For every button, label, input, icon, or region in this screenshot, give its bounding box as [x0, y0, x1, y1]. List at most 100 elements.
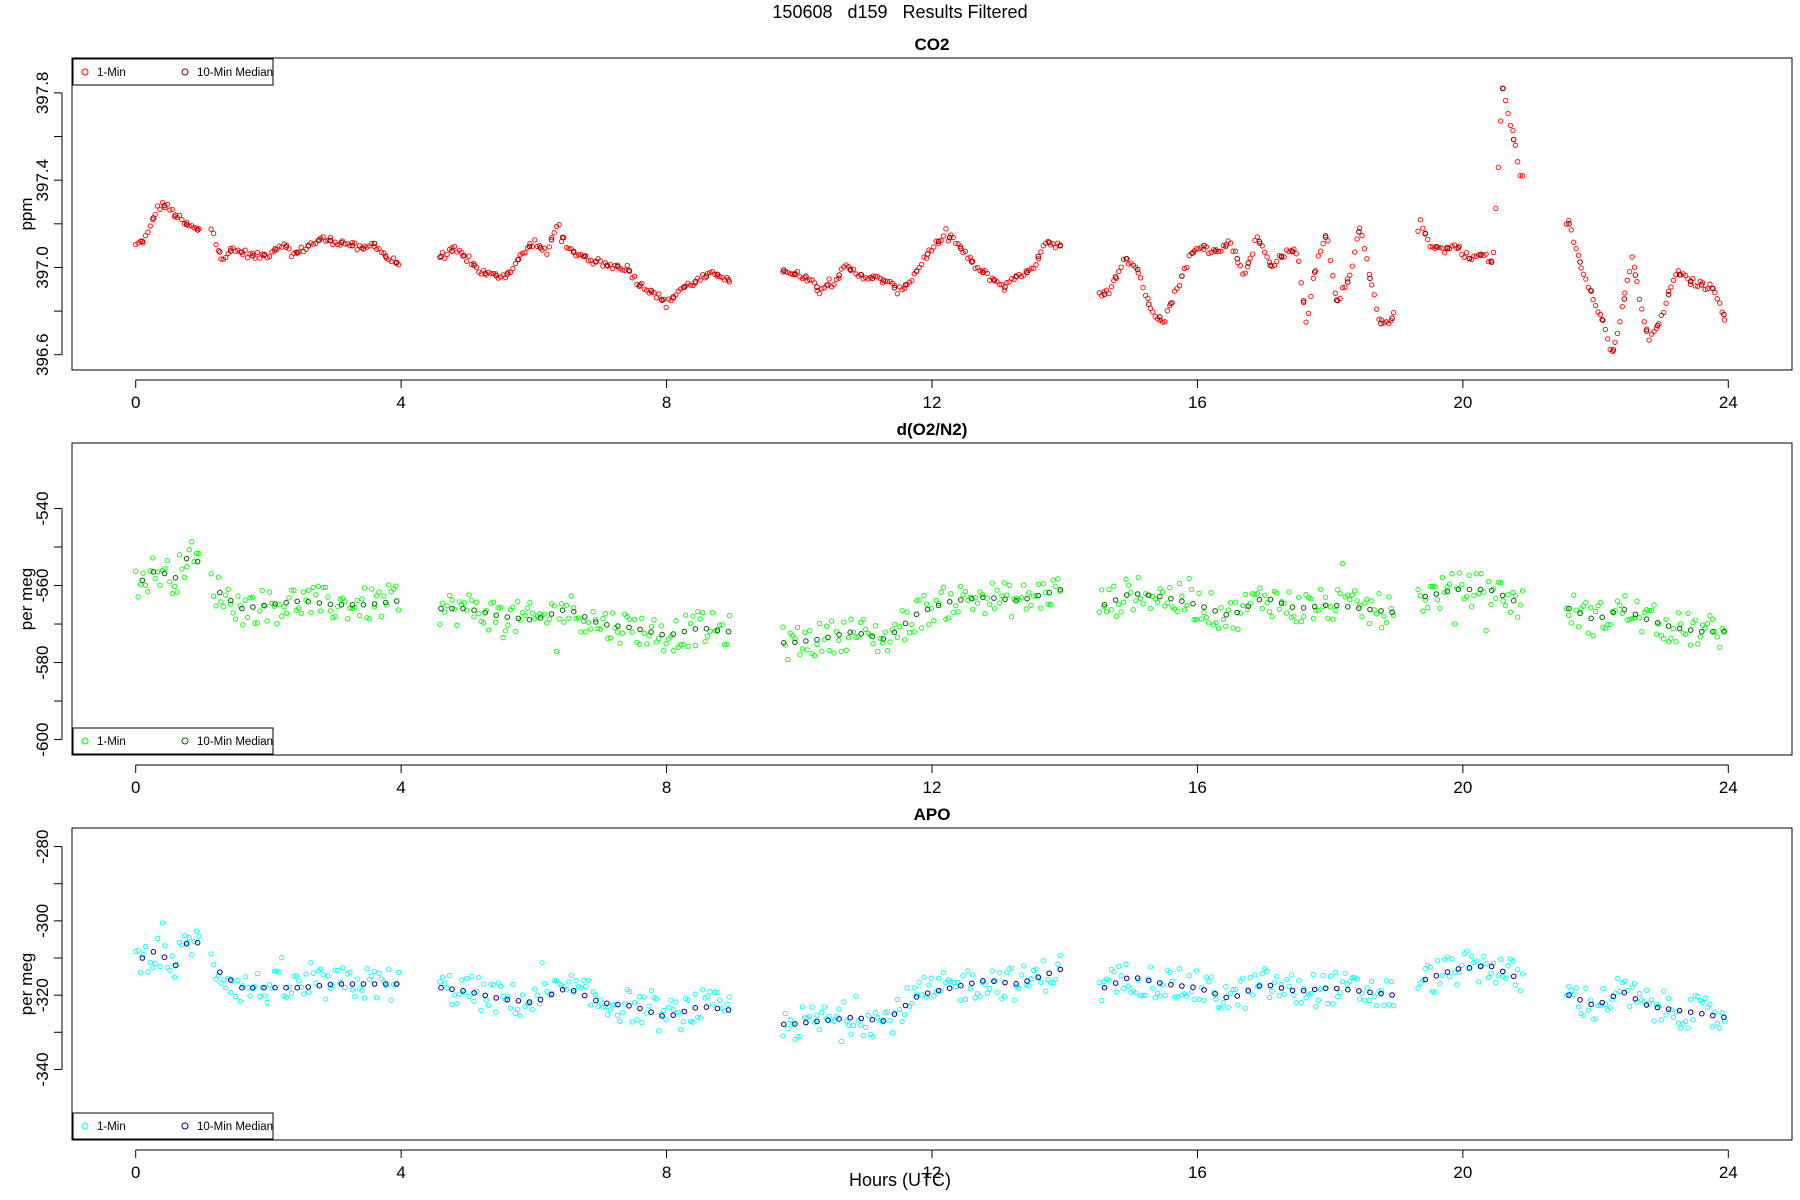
- data-point: [909, 1000, 915, 1007]
- data-point: [1629, 615, 1635, 622]
- median-point: [1112, 980, 1119, 986]
- median-point: [1146, 301, 1152, 308]
- data-point: [1356, 225, 1363, 231]
- data-point: [1588, 997, 1594, 1003]
- data-point: [1373, 1002, 1380, 1009]
- data-point: [439, 974, 445, 981]
- data-point: [1264, 600, 1270, 606]
- data-point: [678, 641, 684, 648]
- data-point: [1451, 621, 1458, 627]
- data-point: [507, 1005, 514, 1011]
- median-point: [1046, 239, 1052, 246]
- data-point: [962, 588, 969, 595]
- data-point: [162, 943, 168, 949]
- data-point: [1476, 591, 1482, 597]
- data-point: [828, 618, 835, 624]
- data-point: [276, 243, 282, 249]
- median-point: [1334, 297, 1340, 304]
- data-point: [488, 600, 494, 606]
- data-point: [1128, 590, 1134, 596]
- median-point: [172, 212, 179, 218]
- data-point: [378, 976, 385, 982]
- data-point: [476, 610, 482, 617]
- median-point: [1566, 605, 1572, 612]
- data-point: [488, 270, 494, 277]
- median-point: [316, 982, 323, 989]
- data-point: [977, 993, 983, 1000]
- median-point: [604, 262, 610, 269]
- median-point: [548, 991, 555, 998]
- legend-label-1min: 1-Min: [97, 736, 126, 748]
- median-point: [902, 282, 909, 288]
- data-point: [943, 226, 949, 232]
- data-point: [480, 267, 487, 274]
- data-point: [1339, 978, 1346, 985]
- data-point: [296, 978, 302, 984]
- median-point: [725, 277, 732, 283]
- median-point: [382, 253, 389, 260]
- data-point: [563, 602, 570, 608]
- median-point: [1621, 606, 1628, 613]
- data-point: [288, 253, 295, 260]
- y-tick-label: -320: [33, 978, 52, 1012]
- median-point: [714, 1005, 721, 1012]
- data-point: [264, 618, 270, 624]
- data-point: [1257, 585, 1263, 591]
- data-point: [1230, 986, 1236, 993]
- data-point: [592, 617, 599, 623]
- data-point: [1045, 238, 1051, 245]
- data-point: [1668, 1007, 1674, 1013]
- median-point: [1322, 602, 1329, 609]
- data-point: [1033, 593, 1039, 599]
- data-point: [1303, 592, 1309, 598]
- data-point: [1315, 253, 1321, 259]
- data-point: [1507, 122, 1514, 129]
- data-point: [322, 996, 329, 1002]
- median-point: [1123, 255, 1130, 262]
- median-point: [593, 997, 599, 1004]
- data-point: [1242, 591, 1248, 598]
- median-point: [1599, 317, 1605, 323]
- data-point: [1191, 617, 1197, 623]
- median-point: [991, 978, 997, 985]
- data-point: [1629, 254, 1635, 260]
- median-point: [305, 242, 312, 249]
- median-point: [1157, 593, 1163, 600]
- data-point: [588, 257, 594, 263]
- median-point: [1201, 987, 1207, 993]
- legend-marker-1min: [81, 68, 89, 76]
- data-point: [1634, 999, 1640, 1005]
- data-point: [673, 999, 679, 1005]
- data-point: [1463, 948, 1470, 954]
- data-point: [953, 240, 959, 247]
- data-point: [1665, 639, 1672, 645]
- median-point: [1455, 586, 1462, 593]
- data-point: [1298, 1000, 1304, 1006]
- data-point: [1193, 616, 1200, 623]
- data-point: [695, 1014, 701, 1020]
- legend: 1-Min 10-Min Median: [72, 727, 274, 755]
- data-point: [388, 258, 394, 265]
- data-point: [1125, 582, 1132, 588]
- data-point: [242, 597, 248, 603]
- data-point: [646, 1003, 652, 1009]
- median-point: [1721, 311, 1727, 318]
- data-point: [495, 605, 501, 611]
- data-point: [354, 247, 360, 253]
- data-point: [605, 635, 611, 641]
- data-point: [142, 232, 149, 239]
- data-point: [1120, 256, 1127, 263]
- data-point: [1347, 272, 1353, 278]
- data-point: [210, 230, 217, 237]
- data-point: [1103, 608, 1110, 615]
- data-point: [1113, 989, 1119, 995]
- median-point: [891, 1011, 898, 1018]
- data-point: [1607, 1005, 1613, 1011]
- median-point: [272, 984, 278, 991]
- median-point: [294, 250, 301, 256]
- data-point: [663, 1017, 669, 1023]
- data-point: [970, 606, 976, 612]
- data-point: [1714, 634, 1720, 640]
- data-point: [1498, 118, 1504, 124]
- data-point: [1283, 976, 1290, 982]
